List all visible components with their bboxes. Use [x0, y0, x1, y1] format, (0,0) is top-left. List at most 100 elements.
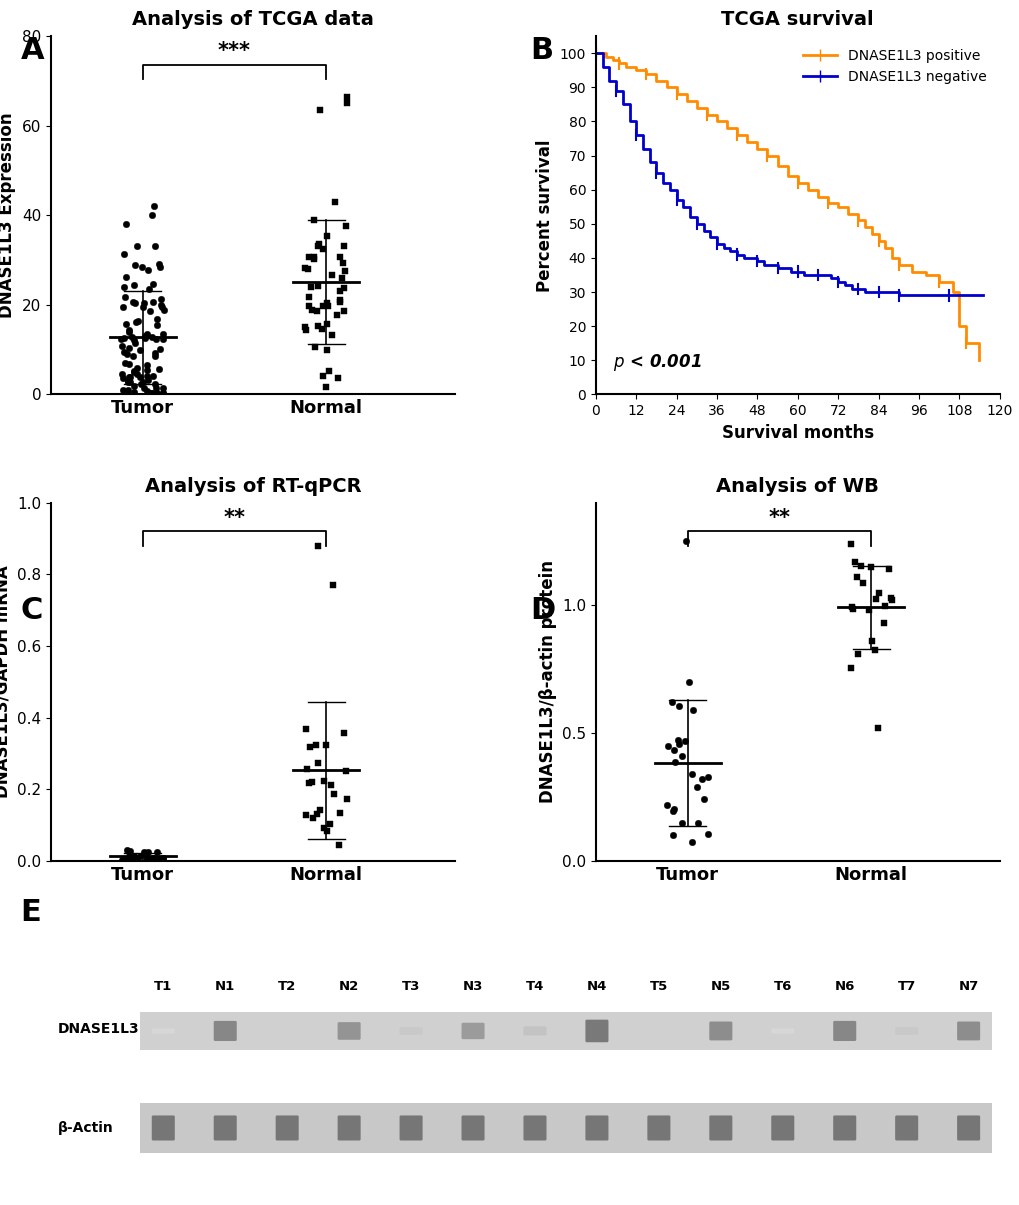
Point [867, 589, 883, 609]
FancyBboxPatch shape [833, 1021, 855, 1041]
X-axis label: Survival months: Survival months [721, 424, 873, 442]
Bar [140, 1104, 991, 1153]
Title: Analysis of TCGA data: Analysis of TCGA data [131, 10, 373, 29]
Point [145, 848, 161, 868]
Point [120, 371, 137, 390]
Point [680, 672, 696, 692]
Point [125, 363, 142, 382]
Line: DNASE1L3 negative: DNASE1L3 negative [595, 53, 982, 295]
Title: Analysis of WB: Analysis of WB [715, 476, 878, 495]
FancyBboxPatch shape [275, 1116, 299, 1140]
Point [148, 330, 164, 349]
Point [302, 737, 318, 757]
Point [669, 696, 686, 716]
Point [140, 371, 156, 390]
Text: DNASE1L3: DNASE1L3 [58, 1022, 140, 1036]
Point [875, 596, 892, 616]
Point [314, 239, 330, 258]
Point [155, 324, 171, 343]
Point [665, 799, 682, 818]
Point [118, 315, 135, 334]
Point [116, 243, 132, 263]
Point [140, 355, 156, 375]
Point [128, 312, 145, 331]
Point [330, 836, 346, 856]
Point [139, 325, 155, 345]
Point [312, 100, 328, 119]
Point [145, 366, 161, 386]
Y-axis label: DNASE1L3 Expression: DNASE1L3 Expression [0, 112, 16, 318]
Point [845, 600, 861, 619]
Text: E: E [20, 898, 41, 927]
Point [335, 723, 352, 742]
FancyBboxPatch shape [523, 1116, 546, 1140]
Point [115, 381, 131, 400]
DNASE1L3 negative [677, 193, 689, 207]
Point [335, 278, 352, 298]
Point [126, 382, 143, 401]
Point [145, 293, 161, 312]
Point [118, 382, 135, 401]
Point [136, 294, 152, 313]
Point [129, 311, 146, 330]
Point [669, 730, 686, 750]
Point [666, 752, 683, 771]
Point [152, 340, 168, 359]
Point [880, 559, 897, 578]
FancyBboxPatch shape [647, 1028, 669, 1034]
Point [862, 557, 878, 576]
Point [674, 813, 690, 833]
FancyBboxPatch shape [585, 1019, 608, 1042]
Text: $p$ < 0.001: $p$ < 0.001 [612, 352, 701, 374]
Point [151, 254, 167, 274]
FancyBboxPatch shape [152, 1028, 174, 1034]
Legend: DNASE1L3 positive, DNASE1L3 negative: DNASE1L3 positive, DNASE1L3 negative [796, 43, 991, 89]
DNASE1L3 positive [892, 251, 904, 265]
Point [116, 287, 132, 306]
Text: β-Actin: β-Actin [58, 1121, 113, 1135]
Point [137, 329, 153, 348]
Point [324, 325, 340, 345]
Point [684, 700, 700, 719]
Point [115, 277, 131, 296]
Point [300, 259, 316, 278]
Point [117, 268, 133, 287]
Point [322, 815, 338, 834]
Text: B: B [530, 36, 553, 65]
Point [664, 741, 681, 760]
Point [312, 800, 328, 819]
Point [663, 693, 680, 712]
Point [133, 257, 150, 276]
Point [114, 369, 130, 388]
Point [310, 536, 326, 556]
FancyBboxPatch shape [214, 1021, 236, 1041]
Point [298, 719, 314, 739]
Point [843, 598, 859, 617]
FancyBboxPatch shape [833, 1116, 855, 1140]
Text: T2: T2 [278, 980, 296, 993]
Text: N7: N7 [958, 980, 978, 993]
Point [299, 759, 315, 778]
DNASE1L3 negative [744, 251, 756, 265]
Text: N4: N4 [586, 980, 606, 993]
Point [146, 196, 162, 216]
Point [143, 383, 159, 402]
Point [118, 343, 135, 363]
Point [859, 601, 875, 621]
Point [882, 590, 899, 610]
Point [324, 265, 340, 284]
Text: T6: T6 [772, 980, 791, 993]
Point [145, 275, 161, 294]
Point [154, 298, 170, 317]
Point [121, 321, 138, 340]
Point [131, 846, 148, 865]
FancyBboxPatch shape [399, 1027, 422, 1035]
Point [301, 296, 317, 316]
Point [331, 290, 347, 310]
Point [325, 576, 341, 595]
DNASE1L3 positive [972, 353, 984, 368]
Point [149, 383, 165, 402]
Point [120, 368, 137, 387]
Text: **: ** [767, 507, 790, 528]
FancyBboxPatch shape [708, 1116, 732, 1140]
